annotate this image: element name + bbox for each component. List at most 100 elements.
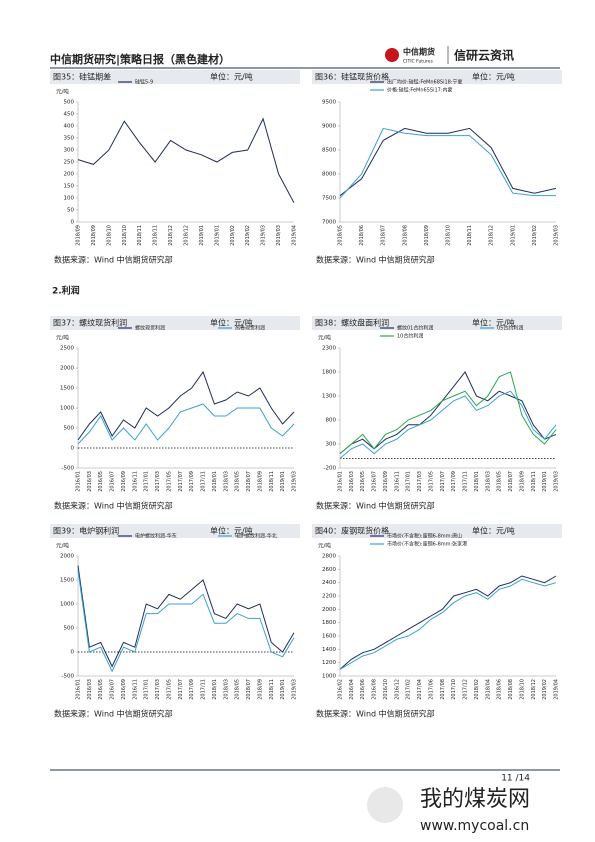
- y-axis-label: 元/吨: [56, 542, 69, 550]
- y-tick-label: 500: [64, 426, 75, 432]
- x-tick-label: 2018/12: [168, 225, 174, 246]
- source: 数据来源：Wind 中信期货研究部: [316, 709, 435, 719]
- legend-label: 热卷现货利润: [235, 325, 265, 332]
- x-tick-label: 2018/12: [489, 225, 495, 246]
- y-tick-label: 500: [64, 100, 75, 106]
- x-tick-label: 2016/09: [121, 679, 127, 700]
- y-tick-label: 2300: [322, 346, 336, 352]
- legend-label: 价格:硅锰:FeMn65Si17:内蒙: [387, 87, 453, 94]
- x-tick-label: 2019/02: [230, 225, 236, 246]
- x-tick-label: 2016/11: [132, 471, 138, 492]
- x-tick-label: 2019/03: [292, 471, 298, 492]
- title-bar: [50, 524, 300, 538]
- unit: 单位：元/吨: [210, 72, 253, 82]
- x-tick-label: 2018/05: [235, 679, 241, 700]
- x-tick-label: 2019/01: [280, 471, 286, 492]
- y-tick-label: 1800: [322, 370, 336, 376]
- x-tick-label: 2017/07: [440, 471, 446, 492]
- series-line: [339, 371, 557, 454]
- x-tick-label: 2017/09: [451, 471, 457, 492]
- series-line: [77, 403, 295, 445]
- series-line: [339, 371, 557, 454]
- header-title: 中信期货研究|策略日报（黑色建材）: [50, 52, 230, 66]
- x-tick-label: 2018/01: [212, 679, 218, 700]
- chart-title: 图38：螺纹盘面利润: [315, 318, 389, 328]
- legend-label: 市场价(不含税):废钢6-8mm:张家港: [387, 541, 467, 548]
- x-tick-label: 2018/11: [269, 679, 275, 700]
- x-tick-label: 2019/01: [510, 225, 516, 246]
- x-tick-label: 2017/02: [406, 679, 412, 700]
- watermark-url: www.mycoal.cn: [420, 818, 529, 834]
- legend-label: 电炉螺纹利润-华北: [235, 533, 277, 540]
- unit: 单位：元/吨: [472, 318, 515, 328]
- y-tick-label: 200: [64, 172, 75, 178]
- series-line: [77, 570, 295, 673]
- x-tick-label: 2018/11: [531, 471, 537, 492]
- x-tick-label: 2016/11: [132, 679, 138, 700]
- x-tick-label: 2019/03: [292, 679, 298, 700]
- x-tick-label: 2018/11: [269, 471, 275, 492]
- x-tick-label: 2017/09: [189, 471, 195, 492]
- x-tick-label: 2017/03: [155, 679, 161, 700]
- x-tick-label: 2018/07: [508, 471, 514, 492]
- page-number: 11 /14: [501, 774, 530, 784]
- x-tick-label: 2017/11: [201, 679, 207, 700]
- y-tick-label: 1400: [322, 647, 336, 653]
- x-tick-label: 2018/09: [257, 679, 263, 700]
- title-bar: [50, 316, 300, 330]
- y-tick-label: 8000: [322, 172, 336, 178]
- x-tick-label: 2019/03: [261, 225, 267, 246]
- x-tick-label: 2017/03: [155, 471, 161, 492]
- x-tick-label: 2018/07: [246, 679, 252, 700]
- y-tick-label: -500: [62, 466, 75, 472]
- y-axis-label: 元/吨: [318, 334, 331, 342]
- x-tick-label: 2018/05: [497, 471, 503, 492]
- brand: 信研云资讯: [454, 48, 514, 63]
- y-tick-label: 100: [64, 196, 75, 202]
- y-tick-label: 1000: [60, 406, 74, 412]
- x-tick-label: 2017/11: [463, 471, 469, 492]
- x-tick-label: 2018/10: [519, 679, 525, 700]
- x-tick-label: 2017/07: [178, 471, 184, 492]
- source: 数据来源：Wind 中信期货研究部: [54, 255, 173, 265]
- x-tick-label: 2017/07: [178, 679, 184, 700]
- x-tick-label: 2019/02: [542, 679, 548, 700]
- y-axis-label: 元/吨: [56, 88, 69, 96]
- title-bar: [50, 70, 300, 84]
- x-tick-label: 2017/09: [189, 679, 195, 700]
- y-tick-label: 2200: [322, 594, 336, 600]
- x-tick-label: 2018/12: [184, 225, 190, 246]
- y-tick-label: 300: [326, 442, 337, 448]
- x-tick-label: 2018/06: [359, 225, 365, 246]
- x-tick-label: 2019/02: [532, 225, 538, 246]
- x-tick-label: 2019/01: [214, 225, 220, 246]
- x-tick-label: 2018/04: [485, 679, 491, 700]
- x-tick-label: 2017/04: [417, 679, 423, 700]
- x-tick-label: 2016/03: [87, 679, 93, 700]
- unit: 单位：元/吨: [472, 526, 515, 536]
- x-tick-label: 2018/09: [519, 471, 525, 492]
- y-axis-label: 元/吨: [56, 334, 69, 342]
- x-tick-label: 2016/02: [338, 679, 344, 700]
- source: 数据来源：Wind 中信期货研究部: [54, 709, 173, 719]
- x-tick-label: 2018/10: [106, 225, 112, 246]
- x-tick-label: 2018/10: [446, 225, 452, 246]
- legend-label: 螺纹现货利润: [135, 325, 165, 332]
- series-line: [77, 370, 295, 441]
- x-tick-label: 2016/01: [338, 471, 344, 492]
- x-tick-label: 2016/08: [372, 679, 378, 700]
- x-tick-label: 2019/02: [245, 225, 251, 246]
- x-tick-label: 2018/05: [235, 471, 241, 492]
- title-bar: [312, 316, 562, 330]
- x-tick-label: 2019/04: [554, 679, 560, 700]
- y-tick-label: 9000: [322, 124, 336, 130]
- x-tick-label: 2017/10: [451, 679, 457, 700]
- x-tick-label: 2018/05: [338, 225, 344, 246]
- y-tick-label: 500: [64, 626, 75, 632]
- x-tick-label: 2017/11: [201, 471, 207, 492]
- x-tick-label: 2017/12: [463, 679, 469, 700]
- y-tick-label: 1000: [60, 602, 74, 608]
- legend-label: 05合约利润: [497, 325, 523, 332]
- series-line: [77, 565, 295, 668]
